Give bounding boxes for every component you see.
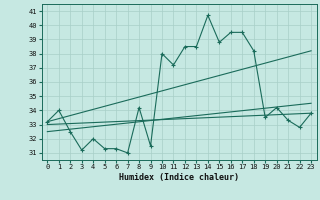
X-axis label: Humidex (Indice chaleur): Humidex (Indice chaleur) xyxy=(119,173,239,182)
